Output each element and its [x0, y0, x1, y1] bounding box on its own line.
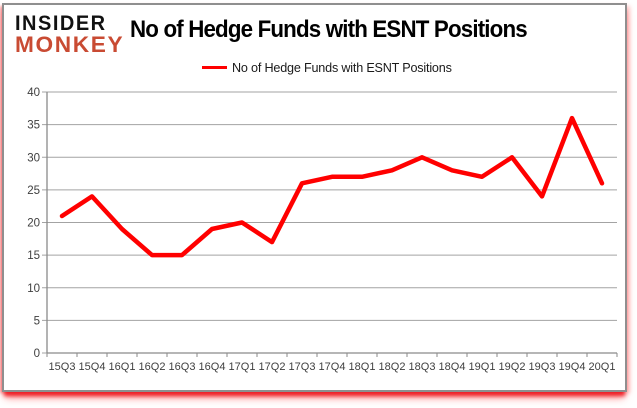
- legend: No of Hedge Funds with ESNT Positions: [202, 59, 458, 75]
- y-tick-label-20: 20: [27, 218, 40, 230]
- y-tick-label-25: 25: [27, 185, 40, 197]
- y-tick-label-30: 30: [27, 152, 40, 164]
- y-tick-label-10: 10: [27, 283, 40, 295]
- chart-title: No of Hedge Funds with ESNT Positions: [130, 16, 528, 43]
- y-tick-label-0: 0: [34, 348, 40, 360]
- x-tick-label-16Q3: 16Q3: [169, 361, 196, 373]
- y-tick-label-5: 5: [34, 315, 40, 327]
- insider-monkey-logo: INSIDER MONKEY: [15, 11, 123, 56]
- x-tick-label-16Q1: 16Q1: [109, 361, 136, 373]
- legend-line-swatch: [202, 65, 227, 69]
- y-tick-label-40: 40: [27, 87, 40, 99]
- x-tick-label-15Q3: 15Q3: [49, 361, 76, 373]
- x-tick-label-17Q1: 17Q1: [229, 361, 256, 373]
- x-tick-label-18Q4: 18Q4: [439, 361, 466, 373]
- x-tick-label-18Q2: 18Q2: [379, 361, 406, 373]
- logo-text-monkey: MONKEY: [15, 32, 125, 58]
- x-tick-label-19Q1: 19Q1: [469, 361, 496, 373]
- series-line-hedge-funds: [59, 115, 605, 258]
- logo-text-insider: INSIDER: [15, 11, 107, 36]
- x-tick-label-16Q2: 16Q2: [139, 361, 166, 373]
- legend-label: No of Hedge Funds with ESNT Positions: [232, 59, 452, 75]
- x-tick-label-19Q4: 19Q4: [559, 361, 586, 373]
- x-tick-label-16Q4: 16Q4: [199, 361, 226, 373]
- x-tick-label-17Q4: 17Q4: [319, 361, 346, 373]
- x-tick-label-15Q4: 15Q4: [79, 361, 106, 373]
- x-tick-label-19Q2: 19Q2: [499, 361, 526, 373]
- y-tick-label-35: 35: [27, 120, 40, 132]
- x-tick-label-18Q3: 18Q3: [409, 361, 436, 373]
- line-chart-plot: 0 5 10 15 20 25 30 35 40 15Q3 15Q4 16Q1 16Q2 16Q3 16Q4…: [27, 87, 618, 373]
- y-tick-label-15: 15: [27, 250, 40, 262]
- chart-card: INSIDER MONKEY No of Hedge Funds with ES…: [2, 3, 627, 392]
- x-tick-label-17Q3: 17Q3: [289, 361, 316, 373]
- x-tick-label-18Q1: 18Q1: [349, 361, 376, 373]
- x-tick-label-17Q2: 17Q2: [259, 361, 286, 373]
- x-tick-label-19Q3: 19Q3: [529, 361, 556, 373]
- x-tick-label-20Q1: 20Q1: [589, 361, 616, 373]
